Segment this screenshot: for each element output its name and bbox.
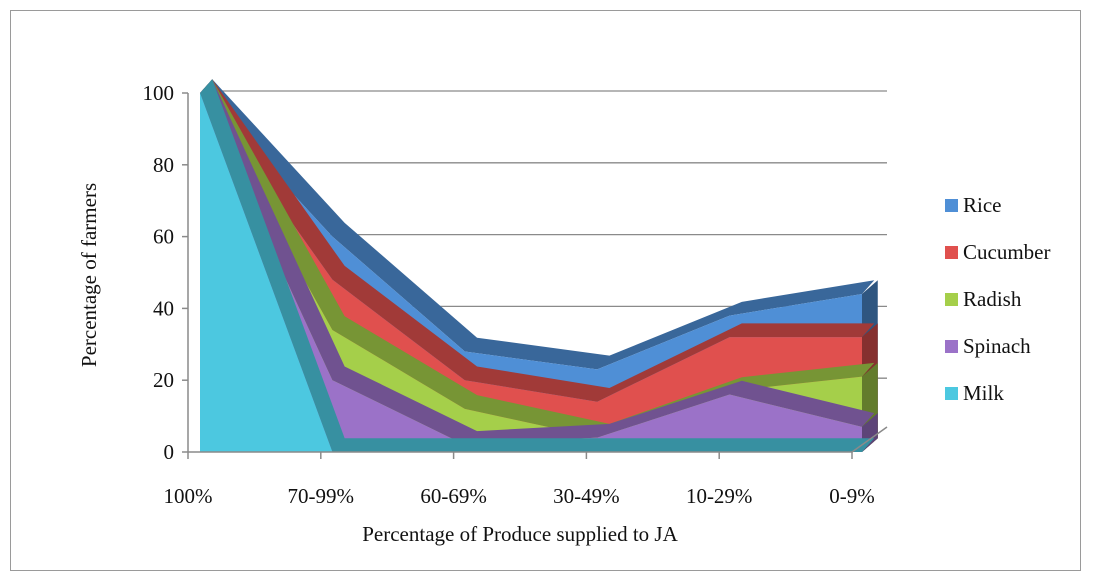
x-tick-label: 70-99%: [288, 484, 355, 508]
x-tick-label: 10-29%: [686, 484, 753, 508]
y-tick-label: 0: [164, 440, 175, 464]
area-top-spinach: [200, 79, 875, 445]
y-tick-label: 40: [153, 296, 174, 320]
legend-item-spinach: Spinach: [945, 334, 1031, 358]
plot-areas: [200, 79, 878, 452]
y-axis-label: Percentage of farmers: [77, 183, 101, 367]
x-tick-label: 60-69%: [420, 484, 487, 508]
area-radish: [200, 93, 862, 452]
legend-item-cucumber: Cucumber: [945, 240, 1050, 264]
legend-label: Radish: [963, 287, 1022, 311]
legend-swatch: [945, 246, 958, 259]
x-tick-label: 0-9%: [829, 484, 875, 508]
legend: Rice Cucumber Radish Spinach Milk: [945, 193, 1050, 405]
legend-swatch: [945, 340, 958, 353]
legend-label: Cucumber: [963, 240, 1050, 264]
floor-edge: [851, 426, 888, 453]
legend-item-milk: Milk: [945, 381, 1004, 405]
x-tick-label: 30-49%: [553, 484, 620, 508]
axes: [182, 92, 888, 459]
y-tick-label: 60: [153, 225, 174, 249]
y-tick-label: 100: [143, 81, 175, 105]
x-tick-label: 100%: [164, 484, 213, 508]
x-axis-label: Percentage of Produce supplied to JA: [362, 522, 678, 546]
y-tick-label: 80: [153, 153, 174, 177]
legend-label: Spinach: [963, 334, 1031, 358]
legend-item-rice: Rice: [945, 193, 1001, 217]
legend-label: Milk: [963, 381, 1004, 405]
area-top-rice: [200, 79, 875, 370]
area-top-radish: [200, 79, 875, 438]
legend-swatch: [945, 387, 958, 400]
legend-label: Rice: [963, 193, 1001, 217]
legend-item-radish: Radish: [945, 287, 1022, 311]
y-tick-label: 20: [153, 368, 174, 392]
area-milk: [200, 93, 862, 452]
legend-swatch: [945, 293, 958, 306]
legend-swatch: [945, 199, 958, 212]
tick-labels: 0 20 40 60 80 100 100% 70-99% 60-69% 30-49% 10-29%…: [143, 81, 875, 508]
